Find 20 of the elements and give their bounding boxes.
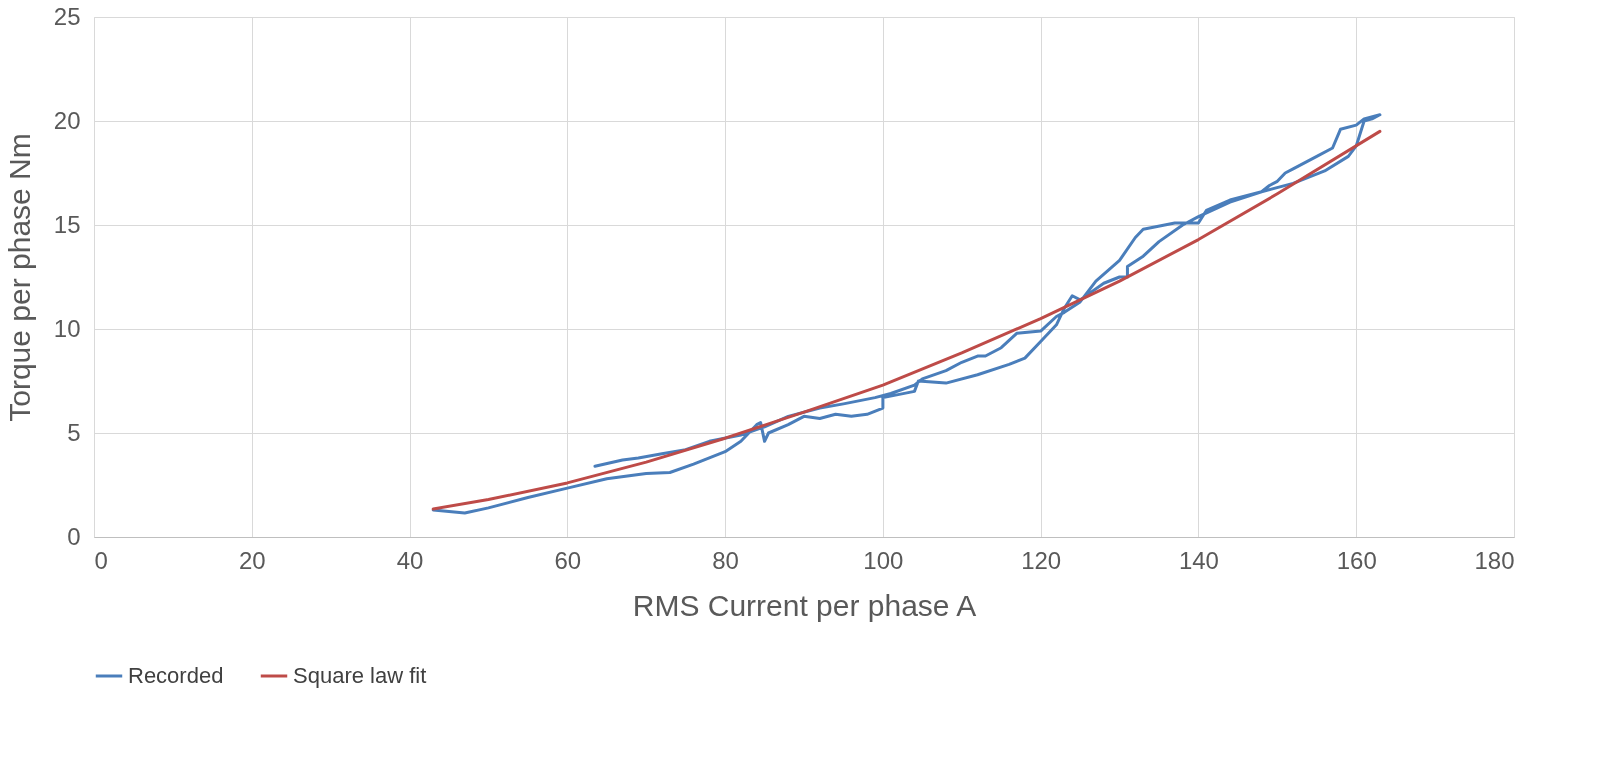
y-tick-label: 10 bbox=[53, 314, 81, 342]
x-tick-label: 180 bbox=[1474, 546, 1515, 574]
x-tick-label: 60 bbox=[554, 546, 582, 574]
legend-label: Recorded bbox=[128, 663, 224, 688]
y-axis-title: Torque per phase Nm bbox=[2, 133, 36, 422]
x-tick-label: 160 bbox=[1336, 546, 1377, 574]
x-tick-label: 140 bbox=[1178, 546, 1219, 574]
x-tick-label: 40 bbox=[396, 546, 424, 574]
x-axis-title: RMS Current per phase A bbox=[632, 588, 977, 622]
x-tick-label: 100 bbox=[863, 546, 904, 574]
y-tick-label: 25 bbox=[53, 2, 81, 30]
legend-label: Square law fit bbox=[293, 663, 427, 688]
x-tick-label: 20 bbox=[238, 546, 266, 574]
x-tick-label: 80 bbox=[712, 546, 739, 574]
x-tick-label: 120 bbox=[1021, 546, 1062, 574]
y-tick-label: 15 bbox=[53, 210, 81, 238]
y-tick-label: 0 bbox=[67, 522, 81, 550]
y-tick-label: 5 bbox=[67, 418, 81, 446]
y-tick-label: 20 bbox=[53, 106, 81, 134]
x-tick-label: 0 bbox=[94, 546, 108, 574]
